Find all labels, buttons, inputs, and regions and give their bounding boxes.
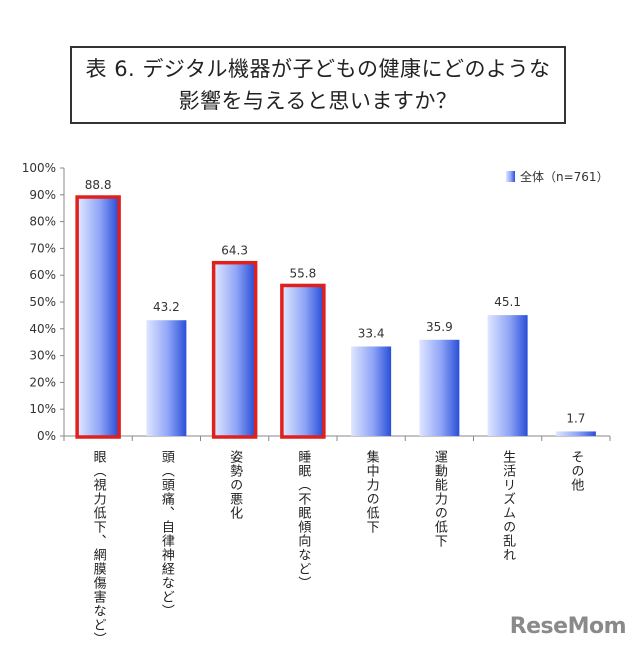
- y-tick-label: 0%: [37, 429, 56, 443]
- data-label: 88.8: [85, 178, 112, 192]
- legend-swatch: [506, 171, 515, 182]
- resemom-logo: ReseMom: [509, 614, 627, 639]
- y-tick-label: 30%: [29, 349, 56, 363]
- data-label: 64.3: [221, 244, 248, 258]
- y-tick-label: 90%: [29, 188, 56, 202]
- bar: [487, 315, 528, 436]
- category-label: 運動能力の低下: [432, 450, 448, 548]
- bar-highlight-frame: [75, 195, 121, 439]
- y-tick-label: 50%: [29, 295, 56, 309]
- y-tick-label: 20%: [29, 375, 56, 389]
- bar: [351, 346, 392, 436]
- category-label: 生活リズムの乱れ: [500, 450, 516, 562]
- chart-title: 表 6. デジタル機器が子どもの健康にどのような 影響を与えると思いますか？: [70, 46, 566, 124]
- data-label: 35.9: [426, 320, 453, 334]
- y-tick-label: 40%: [29, 322, 56, 336]
- category-label: その他: [568, 450, 584, 492]
- bar: [214, 263, 255, 436]
- bar-highlight-frame: [211, 260, 258, 439]
- bar: [419, 339, 460, 436]
- chart-title-line-2: 影響を与えると思いますか？: [178, 89, 458, 113]
- bar: [555, 431, 596, 436]
- chart-title-line-1: 表 6. デジタル機器が子どもの健康にどのような: [85, 57, 551, 81]
- bar-highlight-frame: [280, 283, 326, 439]
- y-tick-label: 60%: [29, 268, 56, 282]
- bar: [282, 286, 323, 436]
- category-label: 睡眠（不眠傾向など）: [295, 450, 311, 590]
- data-label: 55.8: [290, 266, 317, 280]
- category-label: 頭（頭痛、自律神経など）: [159, 450, 175, 618]
- y-tick-label: 70%: [29, 241, 56, 255]
- y-tick-label: 80%: [29, 215, 56, 229]
- bar: [146, 320, 187, 436]
- data-label: 45.1: [494, 295, 521, 309]
- category-label: 姿勢の悪化: [227, 449, 243, 520]
- y-tick-label: 100%: [22, 161, 56, 175]
- data-label: 43.2: [153, 300, 180, 314]
- legend-entry: 全体（n=761）: [520, 169, 609, 184]
- y-tick-label: 10%: [29, 402, 56, 416]
- legend: 全体（n=761）: [506, 169, 609, 184]
- bar: [78, 198, 119, 436]
- data-label: 1.7: [566, 411, 585, 425]
- category-label: 集中力の低下: [364, 449, 380, 534]
- data-label: 33.4: [358, 326, 385, 340]
- category-label: 眼（視力低下、網膜傷害など）: [91, 450, 107, 646]
